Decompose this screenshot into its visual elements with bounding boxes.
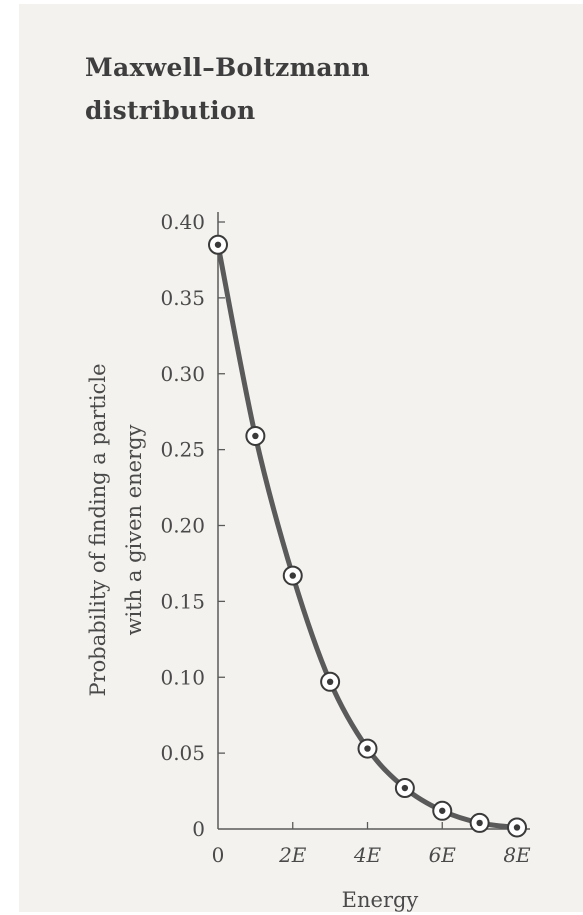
data-point bbox=[282, 565, 303, 586]
data-point bbox=[245, 425, 266, 446]
y-axis-label: Probability of finding a particle with a… bbox=[86, 363, 146, 696]
title-line-2: distribution bbox=[85, 96, 256, 125]
data-point bbox=[357, 738, 378, 759]
x-tick-label: 8E bbox=[503, 843, 531, 867]
x-tick-label: 4E bbox=[353, 843, 382, 867]
y-tick-label: 0.25 bbox=[160, 438, 205, 462]
x-axis-ticks: 0 2E 4E 6E 8E bbox=[212, 822, 531, 867]
x-axis-label: Energy bbox=[342, 888, 419, 912]
data-point bbox=[469, 812, 490, 833]
data-point bbox=[507, 817, 527, 838]
data-point bbox=[432, 800, 453, 821]
figure-panel bbox=[19, 4, 583, 912]
y-tick-label: 0.10 bbox=[160, 665, 205, 689]
y-axis-ticks: 0 0.05 0.10 0.15 0.20 0.25 0.30 0.35 0.40 bbox=[160, 210, 225, 841]
data-point bbox=[394, 778, 415, 799]
y-tick-label: 0.40 bbox=[160, 210, 205, 234]
x-tick-label: 6E bbox=[429, 843, 457, 867]
y-tick-label: 0 bbox=[192, 817, 205, 841]
x-tick-label: 2E bbox=[278, 843, 307, 867]
y-axis-label-line-1: Probability of finding a particle bbox=[86, 363, 110, 696]
y-tick-label: 0.20 bbox=[160, 514, 205, 538]
y-tick-label: 0.15 bbox=[160, 589, 205, 613]
axes bbox=[217, 212, 530, 830]
y-axis-label-line-2: with a given energy bbox=[122, 424, 146, 635]
y-tick-label: 0.05 bbox=[160, 741, 205, 765]
data-points bbox=[208, 234, 527, 838]
chart-title: Maxwell–Boltzmann distribution bbox=[85, 46, 465, 132]
data-point bbox=[208, 234, 228, 255]
title-line-1: Maxwell–Boltzmann bbox=[85, 53, 370, 82]
data-point bbox=[320, 671, 341, 692]
y-tick-label: 0.35 bbox=[160, 286, 205, 310]
y-tick-label: 0.30 bbox=[160, 362, 205, 386]
x-tick-label: 0 bbox=[212, 843, 225, 867]
